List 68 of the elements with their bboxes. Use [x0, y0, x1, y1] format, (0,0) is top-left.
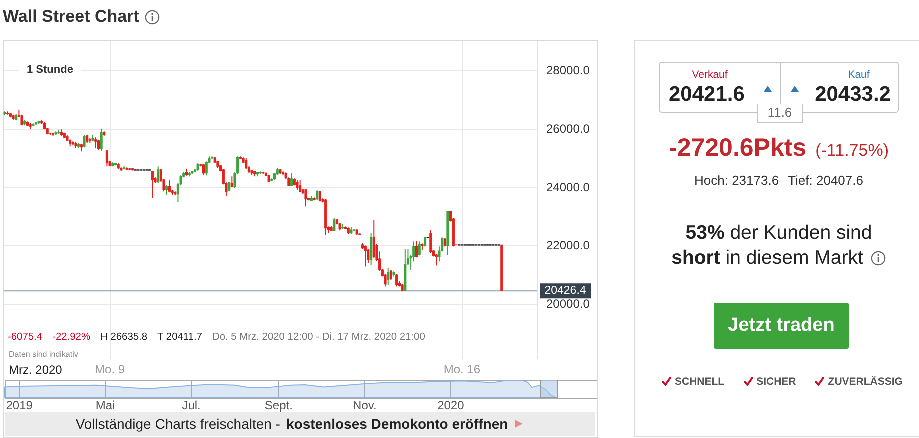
- annotation: Daten sind indikativ: [9, 350, 78, 359]
- text: kostenloses Demokonto eröffnen: [286, 416, 508, 432]
- candlestick: [370, 232, 373, 266]
- text: 53%: [686, 222, 725, 244]
- candlestick: [333, 218, 336, 232]
- annotation: T 20411.7: [158, 331, 202, 344]
- candlestick: [228, 181, 231, 192]
- annotation: 1 Stunde: [19, 63, 82, 77]
- text: der Kunden sind: [730, 222, 872, 244]
- text: SCHNELL: [675, 376, 725, 388]
- candlestick: [415, 240, 418, 258]
- text: (-11.75%): [816, 141, 889, 160]
- text: short: [672, 247, 720, 269]
- candlestick: [364, 245, 367, 268]
- text: SICHER: [756, 376, 796, 388]
- y-tick-label: 24000.0: [546, 180, 590, 194]
- candlestick: [367, 248, 370, 264]
- text: Mrz. 2020: [9, 363, 62, 377]
- candlestick: [430, 229, 432, 254]
- candlestick: [168, 179, 171, 194]
- candlestick: [387, 268, 390, 286]
- candlestick: [97, 139, 100, 150]
- button[interactable]: Jetzt traden: [714, 303, 849, 349]
- x-tick-label: Nov.: [353, 398, 377, 412]
- candlestick: [151, 170, 154, 199]
- candlestick: [230, 176, 234, 188]
- candlestick: [296, 179, 299, 190]
- candlestick: [245, 158, 248, 170]
- candlestick: [316, 190, 319, 200]
- candlestick: [372, 220, 376, 259]
- x-tick-label: Jul.: [182, 398, 201, 412]
- text: ZUVERLÄSSIG: [828, 376, 903, 388]
- y-tick-label: 20000.0: [546, 297, 590, 312]
- candlestick: [318, 190, 322, 202]
- candlestick: [166, 185, 168, 196]
- text: in diesem Markt: [726, 247, 864, 269]
- y-tick-label: 26000.0: [546, 122, 590, 136]
- candlestick: [299, 179, 302, 193]
- text: Hoch: 23173.6: [694, 173, 780, 188]
- candlestick: [396, 274, 398, 288]
- candlestick: [304, 188, 308, 208]
- candlestick: [106, 150, 109, 168]
- ref-line-label: 20426.4: [544, 285, 587, 298]
- text: -2720.6Pkts: [669, 134, 807, 162]
- x-tick-label: 2019: [6, 398, 34, 412]
- y-tick-label: 22000.0: [546, 238, 590, 253]
- candlestick: [100, 128, 103, 152]
- text: Vollständige Charts freischalten -: [76, 416, 280, 432]
- x-tick-label: Mo. 9: [95, 362, 126, 376]
- x-tick-label: Sept.: [264, 398, 293, 412]
- y-tick-label: 28000.0: [546, 64, 590, 78]
- candlestick: [424, 236, 427, 248]
- annotation: H 26635.8: [100, 331, 148, 344]
- text: 11.6: [757, 104, 803, 123]
- x-tick-label: Mai: [96, 398, 116, 412]
- candlestick: [418, 241, 421, 256]
- candlestick: [94, 137, 98, 149]
- chart-title: Wall Street Chart: [3, 7, 140, 27]
- candlestick: [83, 134, 86, 148]
- annotation: -22.92%: [52, 331, 91, 344]
- candlestick: [390, 270, 392, 281]
- annotation: -6075.4: [8, 331, 43, 344]
- text: Tief: 20407.6: [788, 173, 864, 188]
- x-tick-label: Mo. 16: [444, 362, 481, 376]
- candlestick: [290, 172, 294, 187]
- candlestick: [157, 166, 160, 184]
- x-tick-label: 2020: [438, 398, 465, 412]
- annotation: Do. 5 Mrz. 2020 12:00 - Di. 17 Mrz. 2020 21:00: [212, 331, 426, 344]
